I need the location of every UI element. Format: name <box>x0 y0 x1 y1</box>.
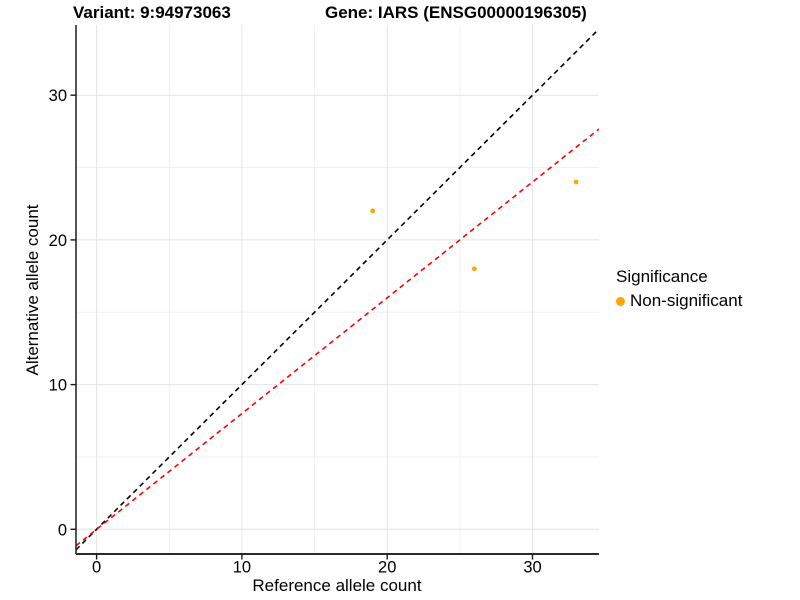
legend-title: Significance <box>616 267 708 286</box>
expected-ratio-line <box>76 128 599 547</box>
plot-title-gene: Gene: IARS (ENSG00000196305) <box>325 3 587 22</box>
data-point <box>573 179 579 185</box>
y-axis-label: Alternative allele count <box>23 204 42 376</box>
legend: Significance Non-significant <box>616 267 742 311</box>
plot-title-variant: Variant: 9:94973063 <box>73 3 231 22</box>
y-tick-label: 0 <box>58 521 67 539</box>
x-tick-label: 0 <box>92 559 101 577</box>
x-tick-label: 20 <box>378 559 396 577</box>
data-point <box>370 208 376 214</box>
x-axis-label: Reference allele count <box>252 576 422 595</box>
legend-item-non-significant: Non-significant <box>616 291 742 311</box>
y-tick-label: 20 <box>49 232 67 250</box>
data-point <box>471 266 477 272</box>
identity-line <box>76 28 599 551</box>
legend-swatch-icon <box>616 296 625 306</box>
x-tick-label: 10 <box>233 559 251 577</box>
y-tick-label: 30 <box>49 87 67 105</box>
y-tick-label: 10 <box>49 377 67 395</box>
legend-item-label: Non-significant <box>630 291 743 310</box>
x-tick-label: 30 <box>523 559 541 577</box>
